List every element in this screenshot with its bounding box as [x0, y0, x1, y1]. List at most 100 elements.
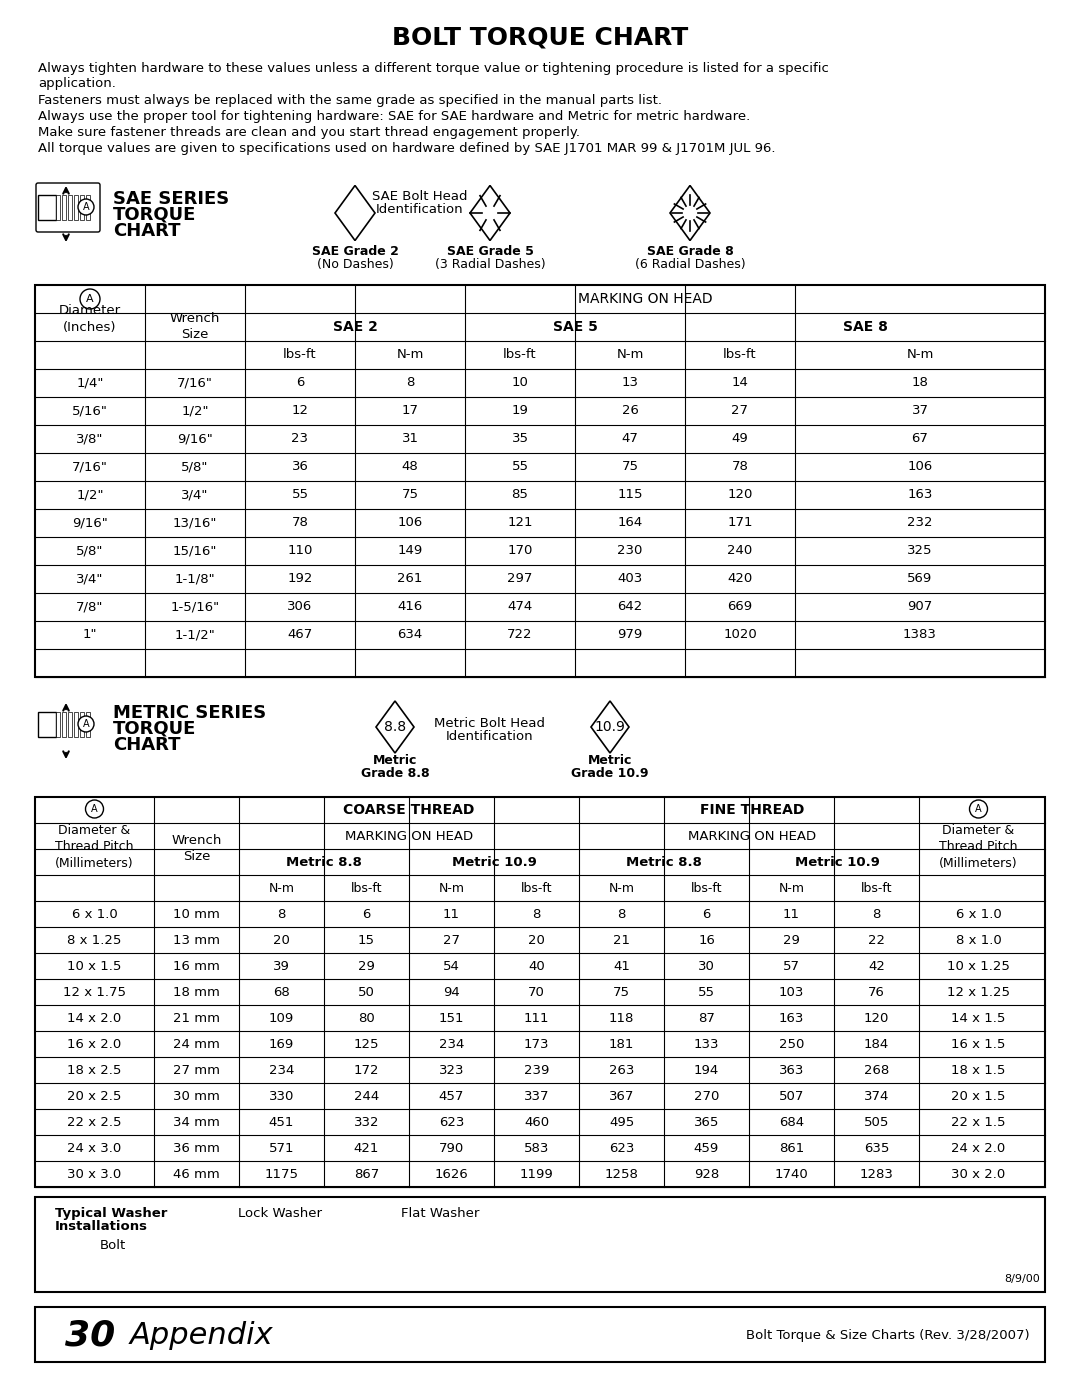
Text: 151: 151 — [438, 1011, 464, 1024]
Text: 120: 120 — [727, 489, 753, 502]
Text: Always tighten hardware to these values unless a different torque value or tight: Always tighten hardware to these values … — [38, 61, 828, 89]
Text: 30: 30 — [698, 960, 715, 972]
Polygon shape — [470, 186, 510, 240]
Text: 50: 50 — [359, 985, 375, 999]
Text: 70: 70 — [528, 985, 545, 999]
Text: Metric: Metric — [373, 754, 417, 767]
Bar — [68, 712, 72, 738]
Text: (No Dashes): (No Dashes) — [316, 258, 393, 271]
Text: 297: 297 — [508, 573, 532, 585]
Text: 40: 40 — [528, 960, 545, 972]
Text: 192: 192 — [287, 573, 313, 585]
Text: 420: 420 — [727, 573, 753, 585]
Text: 722: 722 — [508, 629, 532, 641]
Text: 94: 94 — [443, 985, 460, 999]
Text: 20 x 1.5: 20 x 1.5 — [951, 1090, 1005, 1102]
Text: 367: 367 — [609, 1090, 634, 1102]
Text: 13: 13 — [621, 377, 638, 390]
Text: 8: 8 — [406, 377, 415, 390]
Text: 421: 421 — [354, 1141, 379, 1154]
Text: 332: 332 — [354, 1115, 379, 1129]
Circle shape — [78, 198, 94, 215]
Text: 6 x 1.0: 6 x 1.0 — [956, 908, 1001, 921]
Text: 67: 67 — [912, 433, 929, 446]
Text: 583: 583 — [524, 1141, 550, 1154]
Text: (6 Radial Dashes): (6 Radial Dashes) — [635, 258, 745, 271]
Text: SAE Grade 8: SAE Grade 8 — [647, 244, 733, 258]
Text: 103: 103 — [779, 985, 805, 999]
Text: Lock Washer: Lock Washer — [238, 1207, 322, 1220]
Text: 80: 80 — [359, 1011, 375, 1024]
Text: 451: 451 — [269, 1115, 294, 1129]
Text: 106: 106 — [397, 517, 422, 529]
Text: 55: 55 — [292, 489, 309, 502]
Text: Metric 10.9: Metric 10.9 — [795, 855, 880, 869]
Text: Metric 8.8: Metric 8.8 — [626, 855, 702, 869]
Bar — [38, 712, 56, 738]
Text: 15/16": 15/16" — [173, 545, 217, 557]
Text: 16 mm: 16 mm — [173, 960, 220, 972]
Text: 1-1/2": 1-1/2" — [175, 629, 215, 641]
Text: 8.8: 8.8 — [383, 719, 406, 733]
Bar — [35, 1308, 1045, 1362]
Text: 14: 14 — [731, 377, 748, 390]
Text: 1199: 1199 — [519, 1168, 553, 1180]
Text: 18 x 2.5: 18 x 2.5 — [67, 1063, 122, 1077]
Text: 8: 8 — [278, 908, 286, 921]
Text: 75: 75 — [402, 489, 419, 502]
Bar — [35, 285, 1045, 678]
Text: 111: 111 — [524, 1011, 550, 1024]
Text: 16 x 2.0: 16 x 2.0 — [67, 1038, 122, 1051]
Text: CHART: CHART — [113, 222, 180, 240]
Polygon shape — [591, 701, 629, 753]
Text: 1175: 1175 — [265, 1168, 298, 1180]
Text: 861: 861 — [779, 1141, 805, 1154]
Text: Grade 8.8: Grade 8.8 — [361, 767, 430, 780]
Text: Bolt: Bolt — [100, 1239, 126, 1252]
Text: 240: 240 — [727, 545, 753, 557]
Text: 169: 169 — [269, 1038, 294, 1051]
Bar — [75, 196, 78, 219]
Text: SAE Grade 2: SAE Grade 2 — [311, 244, 399, 258]
Text: Diameter
(Inches): Diameter (Inches) — [59, 305, 121, 334]
Text: 634: 634 — [397, 629, 422, 641]
Text: 24 x 3.0: 24 x 3.0 — [67, 1141, 122, 1154]
Text: 13/16": 13/16" — [173, 517, 217, 529]
Text: 34 mm: 34 mm — [173, 1115, 220, 1129]
Text: 26: 26 — [622, 405, 638, 418]
Text: 250: 250 — [779, 1038, 805, 1051]
Text: lbs-ft: lbs-ft — [503, 348, 537, 362]
Text: A: A — [91, 805, 98, 814]
Text: 337: 337 — [524, 1090, 550, 1102]
Text: 5/16": 5/16" — [72, 405, 108, 418]
Text: 7/16": 7/16" — [177, 377, 213, 390]
Text: 1": 1" — [83, 629, 97, 641]
Text: Identification: Identification — [446, 731, 534, 743]
Text: 170: 170 — [508, 545, 532, 557]
Text: 125: 125 — [354, 1038, 379, 1051]
Text: Appendix: Appendix — [130, 1320, 273, 1350]
Text: 29: 29 — [783, 933, 800, 947]
Text: 12 x 1.25: 12 x 1.25 — [947, 985, 1010, 999]
Text: 31: 31 — [402, 433, 419, 446]
Text: Diameter &
Thread Pitch
(Millimeters): Diameter & Thread Pitch (Millimeters) — [55, 824, 134, 869]
Text: 7/8": 7/8" — [77, 601, 104, 613]
Text: 172: 172 — [354, 1063, 379, 1077]
Text: 325: 325 — [907, 545, 933, 557]
Text: TORQUE: TORQUE — [113, 205, 197, 224]
Text: 21 mm: 21 mm — [173, 1011, 220, 1024]
Circle shape — [78, 717, 94, 732]
Text: COARSE THREAD: COARSE THREAD — [343, 803, 475, 817]
Text: 24 mm: 24 mm — [173, 1038, 220, 1051]
Text: 14 x 2.0: 14 x 2.0 — [67, 1011, 122, 1024]
Bar — [56, 196, 60, 219]
Text: Make sure fastener threads are clean and you start thread engagement properly.: Make sure fastener threads are clean and… — [38, 126, 580, 138]
Bar — [38, 196, 56, 219]
Text: 505: 505 — [864, 1115, 889, 1129]
Text: 9/16": 9/16" — [177, 433, 213, 446]
Text: 24 x 2.0: 24 x 2.0 — [951, 1141, 1005, 1154]
Text: A: A — [83, 719, 90, 729]
Text: 467: 467 — [287, 629, 312, 641]
Text: 36: 36 — [292, 461, 309, 474]
Text: 75: 75 — [621, 461, 638, 474]
